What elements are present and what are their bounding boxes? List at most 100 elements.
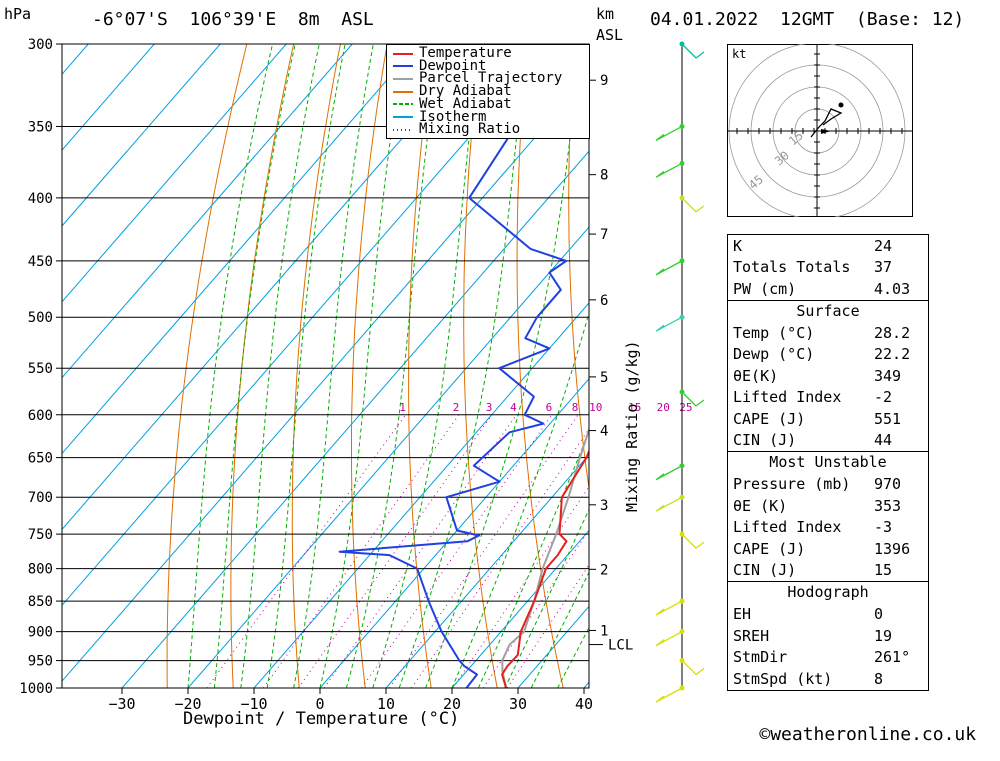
legend-swatch: [393, 77, 413, 80]
surface-temp-label: Temp (°C): [733, 323, 815, 342]
temp-tick-label: 30: [509, 695, 527, 713]
pressure-tick-label: 750: [28, 527, 53, 543]
wet-adiabat-line: [477, 430, 589, 688]
storm-motion-arrow: [821, 129, 831, 134]
series-dewpoint: [338, 44, 578, 688]
surface-cin-value: 44: [874, 431, 893, 450]
legend-label: Parcel Trajectory: [419, 70, 563, 87]
wet-adiabat-line: [213, 44, 296, 688]
temp-tick-label: 20: [443, 695, 461, 713]
wet-adiabat-line: [425, 44, 582, 688]
temp-tick-label: 40: [575, 695, 593, 713]
surface-cape-label: CAPE (J): [733, 409, 806, 428]
pressure-tick-label: 400: [28, 191, 53, 207]
mixing-ratio-line: [297, 414, 493, 688]
hodo-dir-label: StmDir: [733, 648, 788, 667]
isotherm-line: [385, 453, 589, 688]
mixing-ratio-line: [411, 428, 589, 688]
hodograph-section: Hodograph EH 0 SREH 19 StmDir 261° StmSpd (…: [728, 581, 928, 690]
wind-barb: [655, 316, 683, 332]
mu-cin-label: CIN (J): [733, 561, 797, 580]
pressure-tick-label: 550: [28, 361, 53, 377]
isotherm-line: [62, 44, 485, 531]
legend-label: Temperature: [419, 45, 512, 61]
wind-barb: [681, 43, 705, 59]
surface-dewp-value: 22.2: [874, 345, 911, 364]
mu-li-value: -3: [874, 518, 893, 537]
isotherm-line: [121, 150, 589, 688]
isotherm-line: [62, 44, 287, 303]
height-tick-label: 1: [600, 623, 608, 639]
datetime-title: 04.01.2022 12GMT (Base: 12): [650, 9, 965, 30]
mu-cape-label: CAPE (J): [733, 539, 806, 558]
pressure-tick-label: 300: [28, 37, 53, 53]
plot-frame: [61, 43, 590, 689]
hodo-dir-row: StmDir 261°: [728, 647, 928, 669]
mixing-ratio-label: 8: [572, 401, 579, 414]
legend-item: Wet Adiabat: [391, 97, 512, 111]
index-tt-row: Totals Totals 37: [728, 257, 928, 279]
legend-item: Temperature: [391, 45, 512, 61]
temp-tick-label: −20: [174, 695, 201, 713]
height-tick-label: 9: [600, 73, 608, 89]
mu-cin-row: CIN (J) 15: [728, 560, 928, 582]
wind-barb: [655, 600, 683, 616]
height-unit-asl: ASL: [596, 26, 624, 44]
wind-barb: [681, 391, 705, 407]
index-tt-value: 37: [874, 258, 893, 277]
x-axis-label: Dewpoint / Temperature (°C): [183, 709, 460, 729]
hodo-eh-row: EH 0: [728, 604, 928, 626]
mixing-ratio-line: [506, 564, 589, 688]
mixing-ratio-label: 15: [628, 401, 641, 414]
dry-adiabat-line: [995, 44, 1000, 688]
pressure-tick-label: 900: [28, 625, 53, 641]
lcl-label: LCL: [608, 638, 633, 654]
wet-adiabat-line: [266, 44, 346, 688]
surface-section: Surface Temp (°C) 28.2 Dewp (°C) 22.2 θE(K…: [728, 299, 928, 452]
wind-barb: [655, 631, 683, 647]
wind-barbs: [655, 41, 705, 703]
footer-link[interactable]: ©weatheronline.co.uk: [716, 711, 976, 759]
temp-tick-label: 10: [377, 695, 395, 713]
hodo-table-title: Hodograph: [787, 583, 869, 601]
hodo-eh-label: EH: [733, 605, 752, 624]
pressure-tick-label: 450: [28, 254, 53, 270]
axes: 1 2 3 4 6 8 10 15 20 2530035040045050055060065070…: [19, 37, 692, 713]
pressure-tick-label: 600: [28, 408, 53, 424]
legend-label: Isotherm: [419, 108, 487, 125]
legend-item: Mixing Ratio: [391, 122, 520, 136]
pressure-tick-label: 950: [28, 654, 53, 670]
isotherm-line: [62, 44, 353, 379]
dry-adiabat-line: [230, 44, 295, 688]
hodo-srh-label: SREH: [733, 626, 770, 645]
isotherm-line: [187, 226, 589, 688]
mixing-ratio-label: 4: [510, 401, 517, 414]
mixing-ratio-axis-label: Mixing Ratio (g/kg): [623, 340, 641, 512]
isotherm-line: [62, 44, 419, 455]
isotherm-line: [253, 302, 589, 688]
dry-adiabat-line: [516, 44, 564, 688]
surface-cape-row: CAPE (J) 551: [728, 408, 928, 430]
surface-temp-value: 28.2: [874, 323, 911, 342]
surface-cin-row: CIN (J) 44: [728, 430, 928, 452]
mixing-ratio-label: 20: [657, 401, 670, 414]
isotherm-line: [62, 44, 221, 227]
wind-barb: [655, 687, 683, 703]
surface-temp-row: Temp (°C) 28.2: [728, 322, 928, 344]
website-text: weatheronline.co.uk: [770, 724, 977, 745]
hodo-spd-row: StmSpd (kt) 8: [728, 668, 928, 690]
legend-label: Dry Adiabat: [419, 83, 512, 100]
mixing-ratio-line: [388, 414, 579, 688]
index-pw-row: PW (cm) 4.03: [728, 278, 928, 300]
isotherm-line: [62, 44, 155, 151]
height-unit-km: km: [596, 5, 615, 23]
pressure-tick-label: 850: [28, 594, 53, 610]
dry-adiabat-line: [568, 44, 589, 492]
series-temperature: [501, 448, 589, 688]
indices-table: K 24 Totals Totals 37 PW (cm) 4.03 Surface …: [727, 234, 929, 691]
mu-theta-label: θE (K): [733, 496, 788, 515]
skewt-page: hPa -6°07'S 106°39'E 8m ASL km ASL 04.01…: [4, 5, 1000, 744]
pressure-unit-label: hPa: [4, 5, 32, 23]
mu-cape-row: CAPE (J) 1396: [728, 538, 928, 560]
